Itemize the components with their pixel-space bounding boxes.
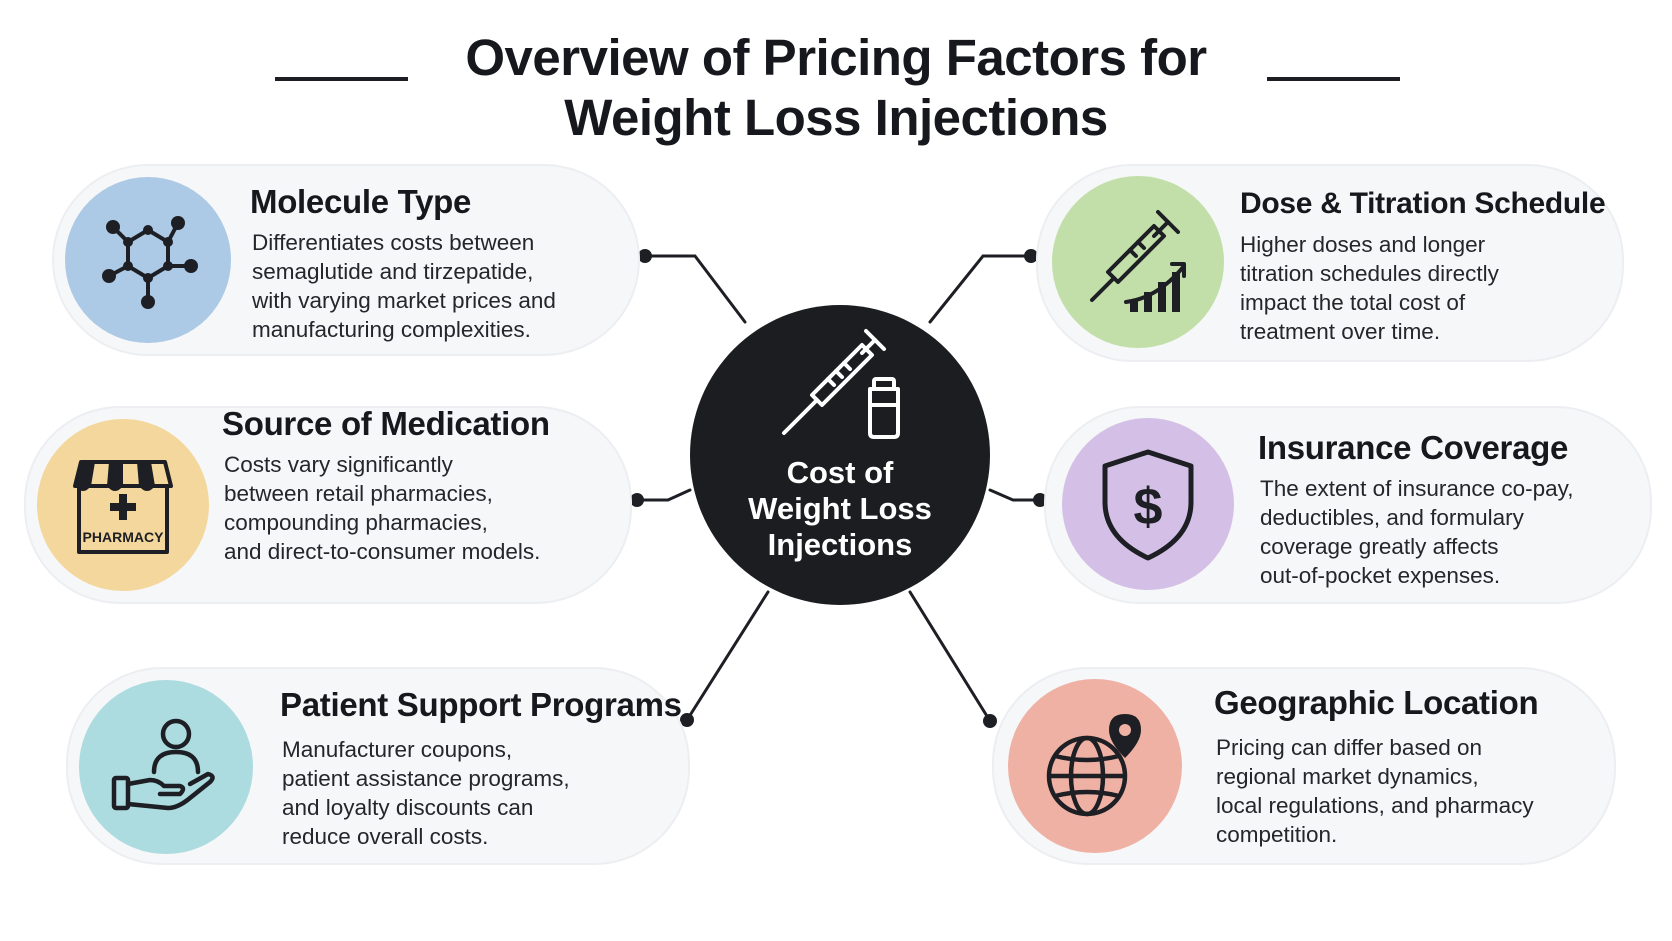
connector-dose-titration bbox=[928, 254, 1033, 324]
connector-dot bbox=[1024, 249, 1038, 263]
connector-dot bbox=[638, 249, 652, 263]
shield-dollar-icon: $ bbox=[1102, 449, 1194, 561]
factor-card-geographic-location: Geographic Location Pricing can differ b… bbox=[992, 667, 1616, 865]
description-line: Higher doses and longer bbox=[1240, 232, 1486, 257]
factor-description: Higher doses and longer titration schedu… bbox=[1240, 230, 1499, 346]
description-line: The extent of insurance co-pay, bbox=[1260, 476, 1574, 501]
factor-title: Geographic Location bbox=[1214, 684, 1539, 721]
molecule-icon bbox=[102, 216, 198, 309]
center-hub: Cost of Weight Loss Injections bbox=[690, 305, 990, 605]
factor-card-patient-support-programs: Patient Support Programs Manufacturer co… bbox=[66, 667, 690, 865]
description-line: semaglutide and tirzepatide, bbox=[252, 259, 534, 284]
syringe-vial-icon bbox=[782, 329, 900, 439]
description-line: Pricing can differ based on bbox=[1216, 735, 1483, 760]
connector-molecule-type bbox=[643, 254, 747, 324]
factor-title: Patient Support Programs bbox=[280, 686, 682, 723]
factor-description: Pricing can differ based on regional mar… bbox=[1216, 733, 1534, 849]
dollar-sign: $ bbox=[1134, 478, 1163, 536]
description-line: Differentiates costs between bbox=[252, 230, 535, 255]
factor-description: Differentiates costs between semaglutide… bbox=[252, 228, 556, 344]
description-line: between retail pharmacies, bbox=[224, 481, 493, 506]
connector-source-of-medication bbox=[635, 488, 692, 502]
factor-icon-circle bbox=[79, 680, 253, 854]
center-label-line: Cost of bbox=[786, 455, 894, 490]
factor-icon-circle: PHARMACY bbox=[37, 419, 209, 591]
description-line: titration schedules directly bbox=[1240, 261, 1499, 286]
factor-icon-circle bbox=[65, 177, 231, 343]
factor-description: The extent of insurance co-pay, deductib… bbox=[1260, 474, 1574, 590]
factor-card-insurance-coverage: $ Insurance Coverage The extent of insur… bbox=[1044, 406, 1652, 604]
connector-insurance-coverage bbox=[988, 488, 1042, 502]
pharmacy-label: PHARMACY bbox=[83, 529, 165, 545]
factor-icon-circle bbox=[1008, 679, 1182, 853]
factor-title: Insurance Coverage bbox=[1258, 429, 1569, 466]
connector-patient-support bbox=[685, 590, 770, 722]
description-line: patient assistance programs, bbox=[282, 766, 570, 791]
description-line: regional market dynamics, bbox=[1216, 764, 1479, 789]
connector-dot bbox=[1033, 493, 1047, 507]
description-line: treatment over time. bbox=[1240, 319, 1441, 344]
globe-pin-icon bbox=[1046, 714, 1141, 817]
connector-geographic-location bbox=[908, 590, 992, 723]
factor-icon-circle: $ bbox=[1062, 418, 1234, 590]
factor-card-source-of-medication: PHARMACY Source of Medication Costs vary… bbox=[24, 405, 632, 604]
description-line: impact the total cost of bbox=[1240, 290, 1466, 315]
page-title-line-1: Overview of Pricing Factors for bbox=[465, 29, 1207, 86]
description-line: and direct-to-consumer models. bbox=[224, 539, 541, 564]
factor-title: Dose & Titration Schedule bbox=[1240, 187, 1606, 220]
description-line: and loyalty discounts can bbox=[282, 795, 534, 820]
center-label-line: Weight Loss bbox=[748, 491, 932, 526]
title-rule-left bbox=[275, 77, 408, 81]
factor-description: Manufacturer coupons, patient assistance… bbox=[282, 735, 570, 851]
description-line: deductibles, and formulary bbox=[1260, 505, 1524, 530]
connector-dot bbox=[983, 714, 997, 728]
factor-icon-circle bbox=[1052, 176, 1224, 348]
description-line: out-of-pocket expenses. bbox=[1260, 563, 1501, 588]
factor-card-dose-titration: Dose & Titration Schedule Higher doses a… bbox=[1036, 164, 1624, 362]
pharmacy-storefront-icon: PHARMACY bbox=[73, 460, 173, 554]
description-line: coverage greatly affects bbox=[1260, 534, 1499, 559]
center-label-line: Injections bbox=[767, 527, 913, 562]
description-line: local regulations, and pharmacy bbox=[1216, 793, 1534, 818]
description-line: Manufacturer coupons, bbox=[282, 737, 513, 762]
connector-dot bbox=[680, 713, 694, 727]
hand-holding-person-icon bbox=[111, 718, 215, 811]
description-line: compounding pharmacies, bbox=[224, 510, 488, 535]
page-title-line-2: Weight Loss Injections bbox=[564, 89, 1108, 146]
title-rule-right bbox=[1267, 77, 1400, 81]
description-line: reduce overall costs. bbox=[282, 824, 489, 849]
factor-title: Source of Medication bbox=[222, 405, 550, 442]
description-line: manufacturing complexities. bbox=[252, 317, 531, 342]
connector-dot bbox=[630, 493, 644, 507]
description-line: competition. bbox=[1216, 822, 1338, 847]
factor-title: Molecule Type bbox=[250, 183, 472, 220]
syringe-rising-bars-icon bbox=[1090, 210, 1186, 312]
center-label: Cost of Weight Loss Injections bbox=[690, 455, 990, 563]
factor-card-molecule-type: Molecule Type Differentiates costs betwe… bbox=[52, 164, 640, 356]
page-title: Overview of Pricing Factors for Weight L… bbox=[380, 28, 1292, 148]
description-line: Costs vary significantly bbox=[224, 452, 453, 477]
description-line: with varying market prices and bbox=[252, 288, 556, 313]
factor-description: Costs vary significantly between retail … bbox=[224, 450, 540, 566]
